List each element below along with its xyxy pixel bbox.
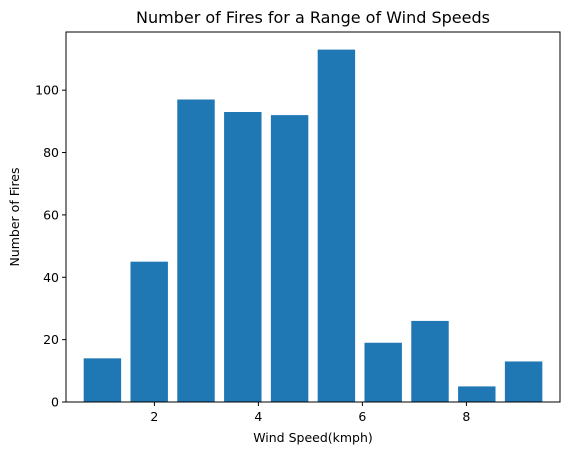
bar	[224, 111, 262, 402]
x-tick-label: 8	[462, 409, 470, 424]
y-tick-label: 80	[43, 145, 59, 160]
bar	[364, 342, 402, 402]
y-axis-label: Number of Fires	[7, 167, 22, 266]
y-tick-label: 60	[43, 207, 59, 222]
bar	[83, 358, 122, 402]
bar	[458, 386, 496, 402]
bar	[504, 361, 543, 402]
bar	[411, 320, 449, 402]
y-tick-label: 0	[51, 395, 59, 410]
y-axis-ticks: 0 20 40 60 80 100	[35, 83, 66, 410]
bar	[317, 49, 356, 402]
bar	[177, 99, 215, 402]
chart-title: Number of Fires for a Range of Wind Spee…	[136, 8, 490, 27]
x-tick-label: 4	[254, 409, 262, 424]
bar	[270, 115, 309, 402]
x-axis-ticks: 2 4 6 8	[150, 402, 470, 424]
x-axis-label: Wind Speed(kmph)	[253, 430, 373, 445]
plot-frame	[65, 31, 561, 403]
y-tick-label: 100	[35, 83, 59, 98]
y-tick-label: 40	[43, 270, 59, 285]
bar	[130, 261, 168, 402]
x-tick-label: 2	[150, 409, 158, 424]
bars-group	[83, 49, 543, 402]
y-tick-label: 20	[43, 332, 59, 347]
x-tick-label: 6	[358, 409, 366, 424]
